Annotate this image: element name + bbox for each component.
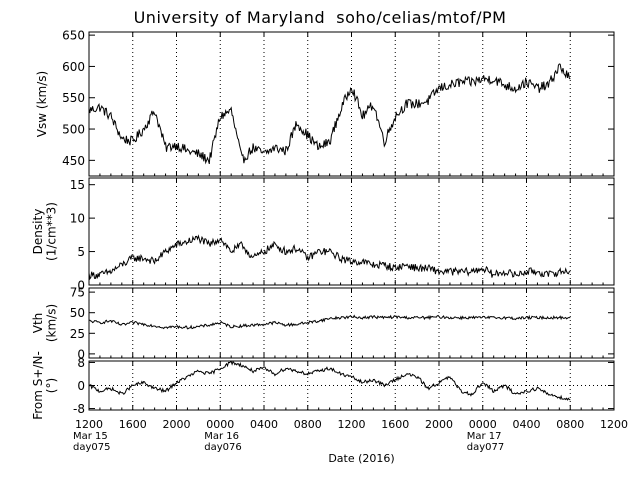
- y-tick-label: 450: [62, 154, 85, 168]
- x-tick-label: 2000: [163, 418, 191, 431]
- y-axis-title-line: Vth: [31, 313, 45, 334]
- series-line: [88, 234, 571, 280]
- y-axis-title: Density(1/cm**3): [31, 202, 59, 261]
- x-tick-label: 1600: [119, 418, 147, 431]
- y-axis-title-line: (1/cm**3): [45, 202, 59, 261]
- y-tick-label: 5: [77, 245, 85, 259]
- y-tick-label: 0: [77, 379, 85, 393]
- y-tick-label: 600: [62, 60, 85, 74]
- y-axis-title: Vth(km/s): [31, 304, 59, 342]
- x-tick-label: 1600: [381, 418, 409, 431]
- x-axis-title: Date (2016): [328, 452, 394, 465]
- y-tick-label: 0: [77, 347, 85, 361]
- day-label: day075: [73, 442, 110, 453]
- y-axis-title-line: (°): [45, 378, 59, 393]
- y-axis-title: From S+/N-(°): [31, 351, 59, 420]
- y-tick-label: 650: [62, 29, 85, 43]
- y-tick-label: 10: [70, 212, 85, 226]
- x-tick-label: 0000: [206, 418, 234, 431]
- y-tick-label: 75: [70, 286, 85, 300]
- y-tick-label: 25: [70, 327, 85, 341]
- x-tick-label: 0000: [469, 418, 497, 431]
- x-tick-label: 0400: [513, 418, 541, 431]
- series-line: [88, 314, 571, 330]
- y-axis-title: Vsw (km/s): [35, 71, 49, 137]
- date-label: Mar 17: [467, 431, 502, 442]
- y-axis-title-line: From S+/N-: [31, 351, 45, 420]
- day-label: day077: [467, 442, 504, 453]
- y-tick-label: 0: [77, 279, 85, 293]
- x-tick-label: 0800: [294, 418, 322, 431]
- x-tick-label: 1200: [600, 418, 628, 431]
- y-axis-title-line: (km/s): [45, 304, 59, 342]
- series-line: [88, 63, 571, 165]
- date-label: Mar 15: [73, 431, 108, 442]
- y-tick-label: 50: [70, 306, 85, 320]
- x-tick-label: 1200: [75, 418, 103, 431]
- x-tick-label: 0400: [250, 418, 278, 431]
- panel-frame: [88, 287, 615, 359]
- x-tick-label: 1200: [338, 418, 366, 431]
- series-line: [88, 360, 571, 401]
- y-tick-label: 550: [62, 91, 85, 105]
- y-tick-label: 500: [62, 123, 85, 137]
- date-label: Mar 16: [204, 431, 239, 442]
- day-label: day076: [204, 442, 241, 453]
- y-axis-title-line: Density: [31, 209, 45, 255]
- page-title: University of Maryland soho/celias/mtof/…: [133, 8, 507, 27]
- x-tick-label: 2000: [425, 418, 453, 431]
- x-tick-label: 0800: [556, 418, 584, 431]
- y-tick-label: -8: [73, 402, 85, 416]
- y-tick-label: 8: [77, 356, 85, 370]
- y-tick-label: 15: [70, 178, 85, 192]
